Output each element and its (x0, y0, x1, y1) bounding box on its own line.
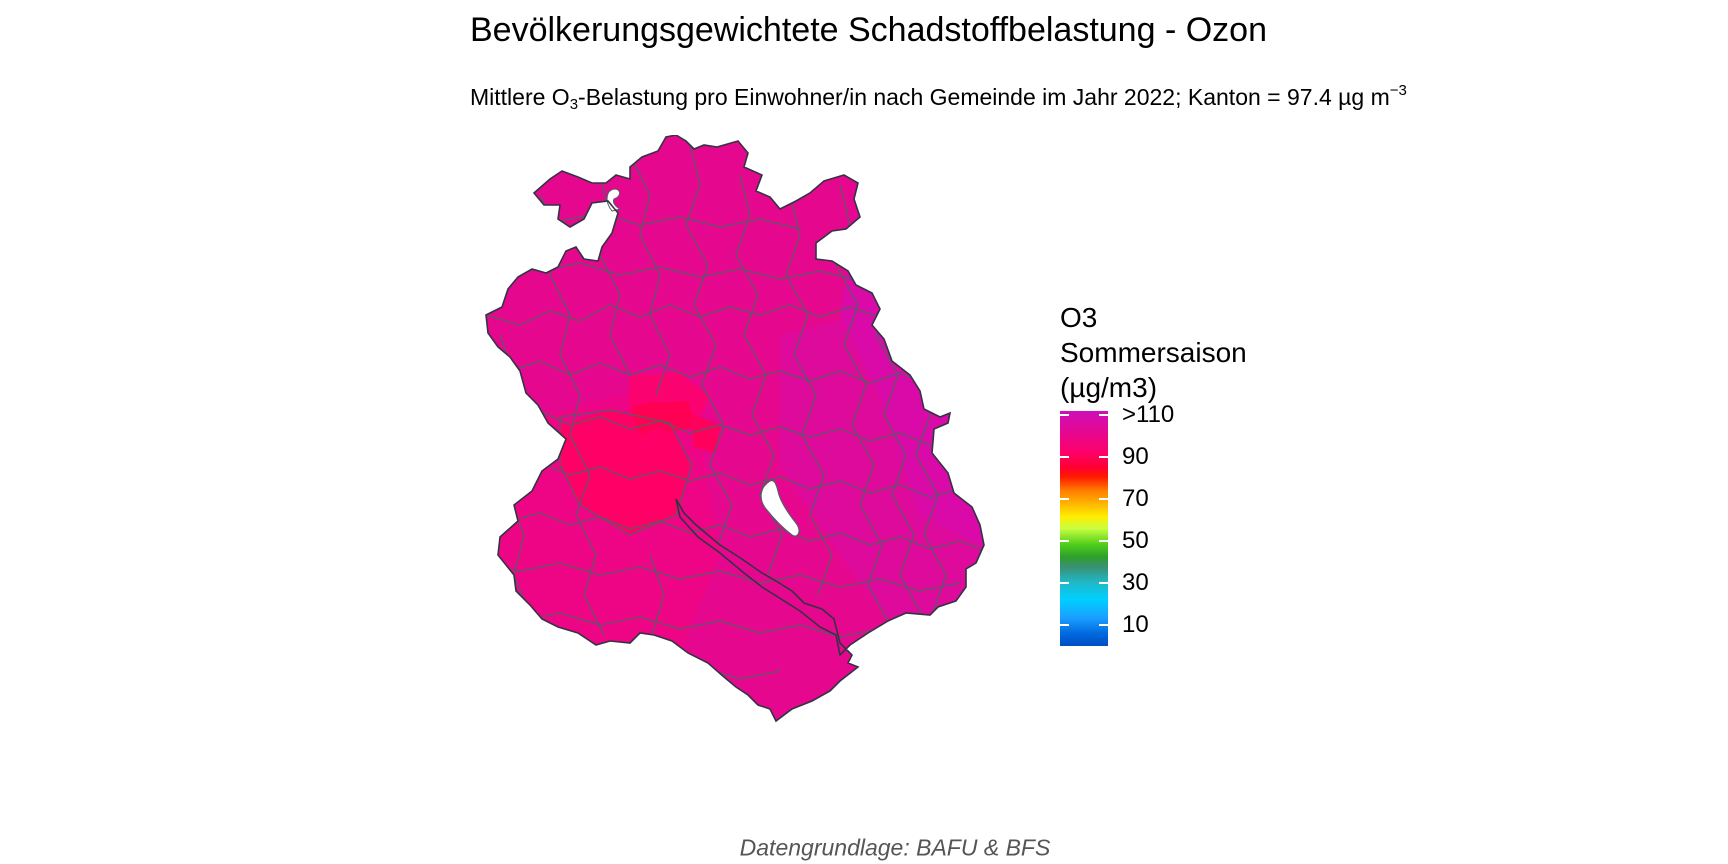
legend-label-70: 70 (1122, 485, 1149, 512)
legend-label-50: 50 (1122, 527, 1149, 554)
legend-label-90: 90 (1122, 443, 1149, 470)
legend-label-30: 30 (1122, 569, 1149, 596)
subtitle-text-1: Mittlere O (470, 84, 570, 110)
canton-map (485, 135, 985, 722)
legend-title: O3 Sommersaison (µg/m3) (1060, 300, 1300, 405)
greifensee-lake (760, 479, 800, 537)
subtitle-subscript: 3 (569, 96, 579, 113)
legend-title-line-2: Sommersaison (1060, 337, 1247, 368)
data-source-caption: Datengrundlage: BAFU & BFS (739, 834, 1051, 861)
municipality-borders (486, 144, 984, 721)
legend-label-10: 10 (1122, 611, 1149, 638)
subtitle-text-2: -Belastung pro Einwohner/in nach Gemeind… (578, 84, 1390, 110)
subtitle-superscript: −3 (1389, 82, 1407, 99)
legend-colorbar-area: >110 90 70 50 30 10 (1060, 402, 1300, 651)
legend-title-line-1: O3 (1060, 302, 1098, 333)
legend-label-110: >110 (1122, 401, 1175, 428)
legend-colorbar (1060, 411, 1108, 646)
rhine-bend (606, 188, 622, 212)
map-subtitle: Mittlere O3-Belastung pro Einwohner/in n… (470, 82, 1407, 112)
map-title: Bevölkerungsgewichtete Schadstoffbelastu… (470, 11, 1267, 49)
municipality-fills (486, 135, 984, 721)
legend: O3 Sommersaison (µg/m3) >110 90 70 50 30… (1060, 300, 1300, 651)
legend-title-line-3: (µg/m3) (1060, 372, 1158, 403)
